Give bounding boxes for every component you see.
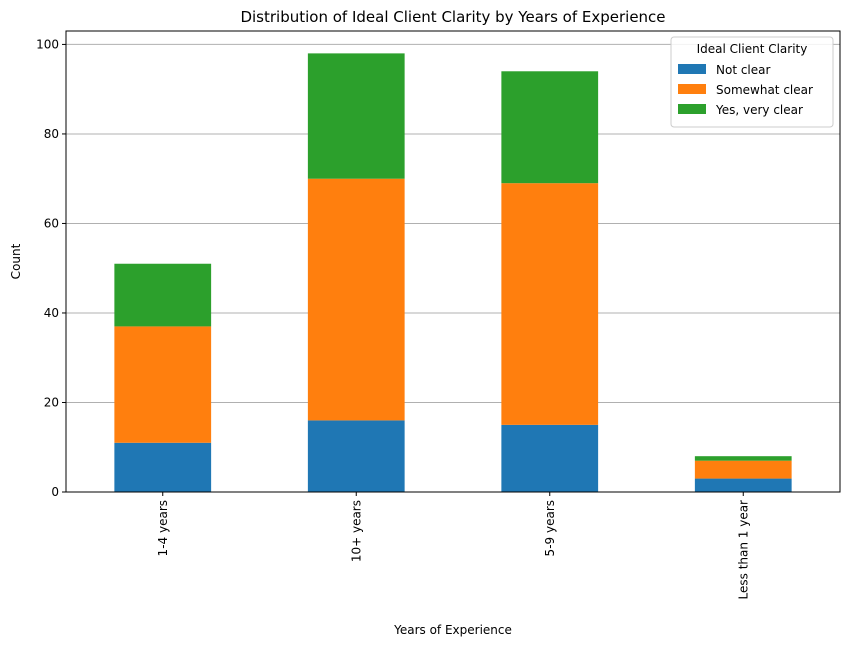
x-tick-label: 5-9 years xyxy=(543,500,557,556)
legend-title: Ideal Client Clarity xyxy=(697,42,808,56)
y-tick-label: 80 xyxy=(44,127,59,141)
y-tick-label: 60 xyxy=(44,216,59,230)
y-axis-label: Count xyxy=(9,243,23,279)
legend-label: Not clear xyxy=(716,63,771,77)
legend-swatch xyxy=(678,64,706,74)
bar-segment xyxy=(501,424,599,492)
legend-box xyxy=(670,36,834,128)
bar-segment xyxy=(501,71,599,184)
plot-area-frame xyxy=(65,30,841,493)
y-tick-label: 40 xyxy=(44,306,59,320)
y-axis: 0 20 40 60 80 100 xyxy=(36,37,66,499)
y-tick-label: 0 xyxy=(51,485,59,499)
legend-swatch xyxy=(678,84,706,94)
x-tick-label: 10+ years xyxy=(349,500,363,562)
chart-title: Distribution of Ideal Client Clarity by … xyxy=(240,8,665,26)
bar-segment xyxy=(307,178,405,421)
bar-segment xyxy=(694,460,792,479)
legend-swatch xyxy=(678,104,706,114)
legend: Ideal Client Clarity Not clear Somewhat cl… xyxy=(670,36,834,128)
bar-segment xyxy=(694,478,792,492)
bar-segment xyxy=(307,53,405,179)
legend-label: Somewhat clear xyxy=(716,83,813,97)
y-tick-label: 20 xyxy=(44,395,59,409)
bar-segment xyxy=(501,183,599,425)
bar-segment xyxy=(694,456,792,461)
y-tick-label: 100 xyxy=(36,37,59,51)
bar-segment xyxy=(114,263,212,327)
x-axis: 1-4 years 10+ years 5-9 years Less than 1 y… xyxy=(156,492,750,600)
bar-segment xyxy=(307,420,405,492)
bar-segment xyxy=(114,442,212,492)
x-tick-label: 1-4 years xyxy=(156,500,170,556)
x-axis-label: Years of Experience xyxy=(393,623,512,637)
bar-segment xyxy=(114,326,212,443)
x-tick-label: Less than 1 year xyxy=(736,500,750,600)
bars xyxy=(114,53,792,492)
legend-label: Yes, very clear xyxy=(715,103,803,117)
